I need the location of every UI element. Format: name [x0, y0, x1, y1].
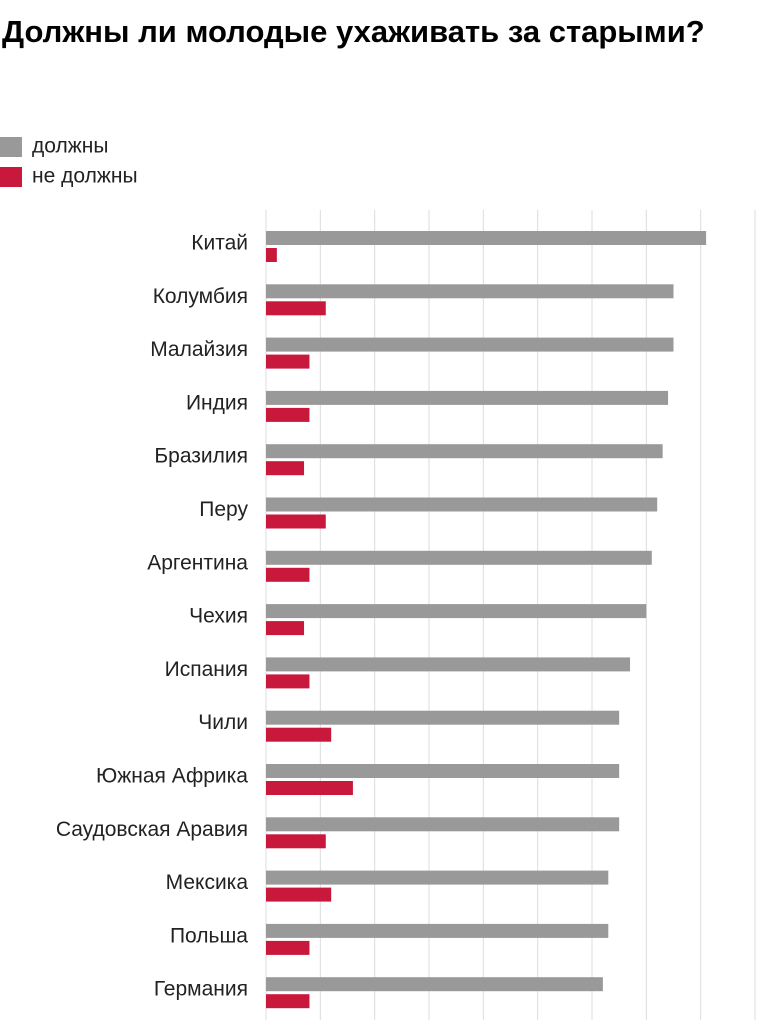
bar — [266, 550, 652, 565]
y-tick-label: Малайзия — [150, 338, 248, 361]
bar — [266, 727, 332, 742]
bar — [266, 337, 674, 352]
bar — [266, 923, 609, 938]
bar — [266, 977, 603, 992]
bar — [266, 710, 620, 725]
bar — [266, 994, 310, 1009]
y-tick-label: Аргентина — [147, 551, 248, 574]
legend-swatch — [0, 167, 22, 187]
y-tick-label: Бразилия — [154, 445, 248, 468]
bar — [266, 940, 310, 955]
bar — [266, 514, 326, 529]
bar — [266, 604, 647, 619]
bar — [266, 674, 310, 689]
legend-label: не должны — [32, 165, 138, 188]
bar — [266, 301, 326, 316]
bar — [266, 817, 620, 832]
bar — [266, 444, 663, 459]
y-tick-label: Саудовская Аравия — [56, 818, 248, 841]
bar — [266, 834, 326, 849]
bar — [266, 870, 609, 885]
y-tick-label: Перу — [199, 498, 248, 521]
y-tick-label: Южная Африка — [96, 765, 248, 788]
y-tick-label: Польша — [170, 924, 248, 947]
bar — [266, 284, 674, 299]
y-tick-label: Чехия — [189, 605, 248, 628]
bar — [266, 390, 669, 405]
legend-label: должны — [32, 135, 108, 158]
bar — [266, 231, 707, 245]
bar — [266, 764, 620, 778]
y-tick-label: Чили — [198, 711, 248, 734]
bar — [266, 407, 310, 422]
bar — [266, 354, 310, 369]
y-tick-label: Германия — [154, 978, 248, 1001]
bar — [266, 887, 332, 902]
chart-title: Должны ли молодые ухаживать за старыми? — [2, 14, 705, 49]
bar — [266, 461, 305, 476]
bar — [266, 657, 631, 672]
bar — [266, 621, 305, 636]
y-tick-label: Мексика — [166, 871, 249, 894]
bar — [266, 781, 353, 795]
bar — [266, 248, 277, 262]
y-tick-label: Китай — [191, 232, 248, 255]
y-tick-label: Испания — [165, 658, 248, 681]
y-tick-label: Колумбия — [153, 285, 248, 308]
bar — [266, 497, 658, 512]
bar — [266, 567, 310, 582]
legend-swatch — [0, 137, 22, 157]
y-tick-label: Индия — [186, 391, 248, 414]
